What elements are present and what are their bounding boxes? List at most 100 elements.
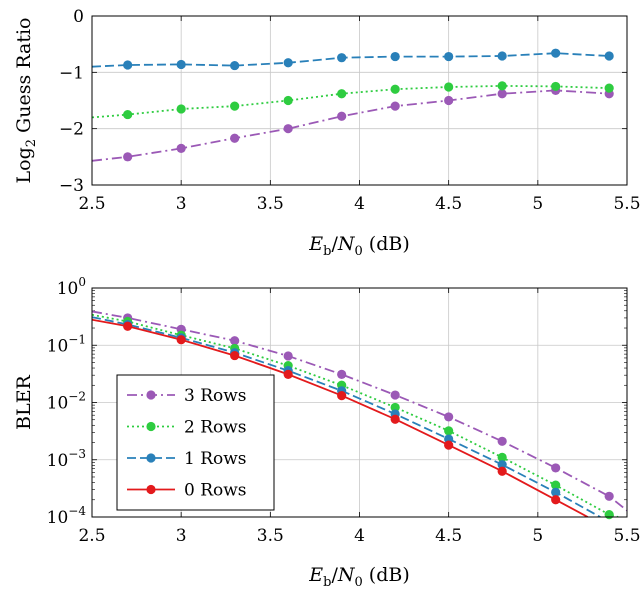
data-point bbox=[390, 402, 400, 413]
y-tick-label: 10−3 bbox=[47, 447, 86, 471]
data-point bbox=[497, 460, 507, 470]
x-tick-label: 4 bbox=[354, 194, 365, 214]
data-point bbox=[337, 369, 347, 379]
data-point bbox=[176, 104, 186, 114]
data-point bbox=[497, 466, 507, 476]
data-point bbox=[283, 351, 293, 361]
data-point bbox=[337, 111, 347, 121]
x-tick-label: 2.5 bbox=[78, 526, 105, 546]
x-tick-label: 2.5 bbox=[78, 194, 105, 214]
y-axis-label: BLER bbox=[13, 374, 35, 429]
data-point bbox=[123, 109, 133, 120]
data-point bbox=[551, 48, 561, 58]
data-point bbox=[230, 133, 240, 143]
x-tick-label: 4.5 bbox=[435, 194, 462, 214]
y-tick-label: 0 bbox=[73, 7, 84, 27]
plot-frame bbox=[91, 15, 628, 186]
y-tick-label: 100 bbox=[57, 275, 86, 299]
x-axis-label: Eb/N0 (dB) bbox=[308, 233, 410, 259]
legend-label: 0 Rows bbox=[184, 481, 247, 501]
data-point bbox=[444, 440, 454, 450]
x-tick-label: 5.5 bbox=[613, 194, 640, 214]
data-point bbox=[123, 152, 133, 162]
data-point bbox=[283, 369, 293, 379]
data-point bbox=[497, 51, 507, 61]
data-point bbox=[551, 487, 561, 497]
plot-frame bbox=[91, 287, 628, 518]
data-point bbox=[176, 143, 186, 153]
y-tick-label: 10−1 bbox=[47, 332, 86, 356]
x-tick-label: 3 bbox=[176, 194, 187, 214]
data-point bbox=[283, 95, 293, 106]
data-point bbox=[604, 83, 614, 93]
series-line-1-rows bbox=[92, 52, 610, 68]
chart-panel-2: 2.5 3 3.5 4 4.5 5 5.5 100 10−1 10−2 10−3 10−4 Eb/N0 … bbox=[13, 275, 641, 590]
series-line-3-rows bbox=[92, 310, 627, 512]
y-tick-label: 10−4 bbox=[47, 504, 87, 528]
data-point bbox=[444, 95, 454, 106]
data-point bbox=[337, 89, 347, 99]
data-point bbox=[444, 51, 454, 62]
data-point bbox=[390, 390, 400, 400]
data-point bbox=[390, 51, 400, 62]
x-tick-label: 4 bbox=[354, 526, 365, 546]
data-point bbox=[337, 53, 347, 63]
series-line-3-rows bbox=[92, 89, 610, 162]
data-point bbox=[551, 480, 561, 490]
x-axis-label: Eb/N0 (dB) bbox=[308, 564, 410, 590]
data-point bbox=[283, 58, 293, 68]
data-point bbox=[123, 60, 133, 70]
legend-label: 3 Rows bbox=[184, 386, 247, 406]
legend-marker bbox=[146, 453, 156, 463]
data-point bbox=[444, 82, 454, 92]
x-tick-label: 5.5 bbox=[613, 526, 640, 546]
legend-marker bbox=[146, 484, 156, 495]
x-tick-label: 5 bbox=[532, 194, 543, 214]
legend-label: 1 Rows bbox=[184, 449, 247, 469]
data-point bbox=[176, 59, 186, 70]
legend-marker bbox=[146, 390, 156, 400]
y-axis-label: Log2 Guess Ratio bbox=[13, 18, 39, 184]
x-tick-label: 3.5 bbox=[257, 526, 284, 546]
data-point bbox=[604, 51, 614, 61]
data-point bbox=[444, 412, 454, 422]
data-point bbox=[230, 336, 240, 346]
data-point bbox=[497, 436, 507, 446]
data-point bbox=[123, 321, 133, 331]
x-tick-label: 4.5 bbox=[435, 526, 462, 546]
legend: 3 Rows 2 Rows 1 Rows 0 Rows bbox=[116, 374, 275, 511]
data-point bbox=[444, 426, 454, 436]
data-point bbox=[551, 81, 561, 92]
data-point bbox=[390, 84, 400, 94]
data-point bbox=[604, 510, 614, 520]
x-tick-label: 3.5 bbox=[257, 194, 284, 214]
data-point bbox=[337, 390, 347, 401]
y-tick-label: −1 bbox=[59, 63, 84, 83]
y-tick-label: −3 bbox=[59, 176, 84, 196]
series-line-2-rows bbox=[92, 313, 619, 517]
legend-label: 2 Rows bbox=[184, 418, 247, 438]
data-point bbox=[176, 335, 186, 345]
data-point bbox=[283, 124, 293, 134]
data-point bbox=[230, 350, 240, 361]
y-tick-label: −2 bbox=[59, 120, 84, 140]
y-tick-label: 10−2 bbox=[47, 390, 86, 414]
data-point bbox=[497, 89, 507, 99]
x-tick-label: 3 bbox=[176, 526, 187, 546]
legend-box bbox=[116, 374, 275, 511]
data-point bbox=[230, 60, 240, 71]
x-tick-label: 5 bbox=[532, 526, 543, 546]
data-point bbox=[604, 491, 614, 501]
data-point bbox=[497, 81, 507, 91]
data-point bbox=[230, 101, 240, 111]
legend-marker bbox=[146, 421, 156, 432]
data-point bbox=[497, 452, 507, 462]
data-point bbox=[551, 463, 561, 473]
series-line-2-rows bbox=[92, 84, 610, 119]
data-point bbox=[390, 101, 400, 111]
data-point bbox=[390, 414, 400, 424]
data-point bbox=[551, 495, 561, 505]
series-group bbox=[92, 52, 610, 162]
chart-panel-1: 2.5 3 3.5 4 4.5 5 5.5 0 −1 −2 −3 Eb/N0 (dB) Log2 Gue… bbox=[13, 7, 641, 259]
